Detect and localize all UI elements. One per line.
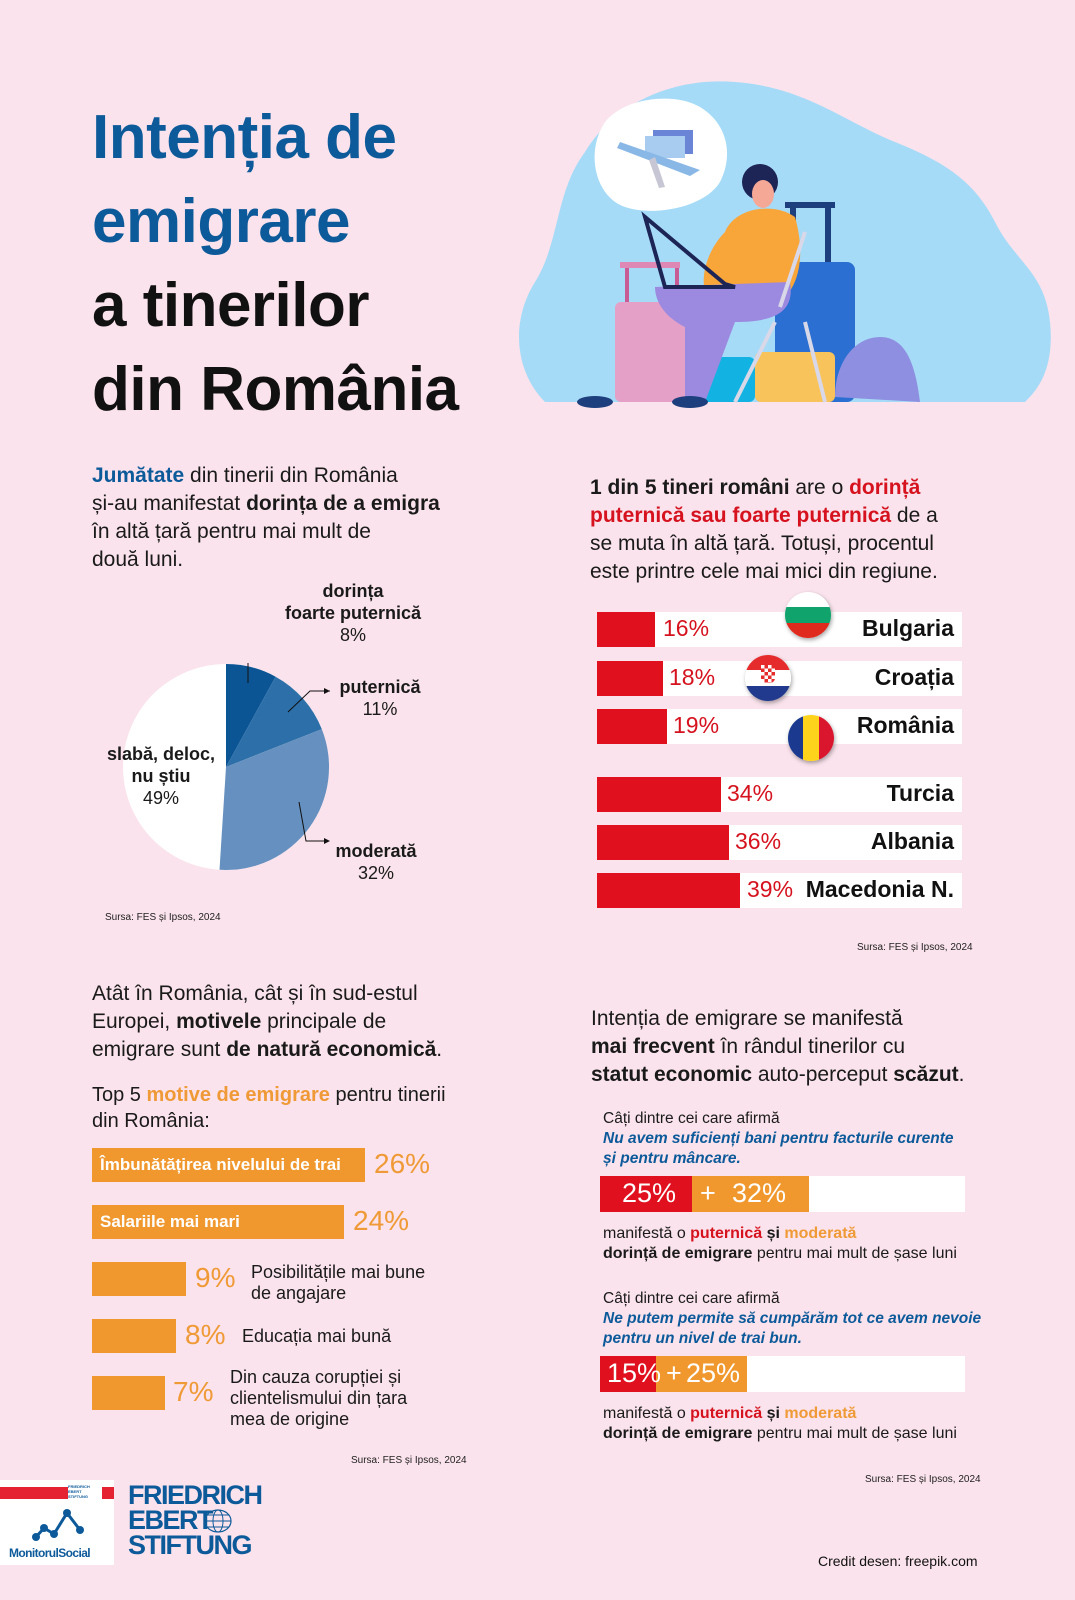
country-row-romania: 19% România — [597, 709, 962, 744]
title-line-4: din România — [92, 355, 459, 424]
bar-fill — [597, 661, 663, 696]
reason-pct-5: 7% — [173, 1376, 214, 1407]
title-line-2: emigrare — [92, 187, 350, 256]
source-note-2: Sursa: FES și Ipsos, 2024 — [857, 942, 973, 953]
reason-label-5: Din cauza corupției și clientelismului d… — [230, 1367, 408, 1429]
group2-stacked-bar: 15% + 25% — [600, 1356, 965, 1392]
source-note-1: Sursa: FES și Ipsos, 2024 — [105, 912, 221, 923]
pie-slice-very-strong — [226, 664, 276, 767]
section1-intro: Jumătate din tinerii din România și-au m… — [92, 464, 440, 571]
country-row-north-macedonia: 39% Macedonia N. — [597, 873, 962, 908]
network-graph-icon — [32, 1509, 84, 1541]
bar-fill — [597, 777, 721, 812]
globe-icon — [204, 1509, 232, 1533]
romania-flag-icon — [788, 715, 834, 761]
group1-question: Câți dintre cei care afirmă Nu avem sufi… — [603, 1110, 954, 1167]
pie-label-moderate: moderată 32% — [335, 841, 417, 883]
section3-intro: Atât în România, cât și în sud-estul Eur… — [92, 982, 443, 1061]
reason-label-3: Posibilitățile mai bune de angajare — [251, 1262, 426, 1303]
pie-slice-moderate — [219, 729, 330, 871]
reasons-subtitle: Top 5 motive de emigrare pentru tinerii … — [92, 1084, 446, 1132]
country-row-bulgaria: 16% Bulgaria — [597, 612, 962, 647]
group2-caption: manifestă o puternică și moderată dorinț… — [603, 1405, 957, 1442]
travel-illustration — [505, 72, 1055, 412]
group1-stacked-bar: 25% + 32% — [600, 1176, 965, 1212]
pie-label-strong: puternică 11% — [339, 677, 421, 719]
reason-pct-1: 26% — [374, 1148, 431, 1179]
illustration-credit: Credit desen: freepik.com — [818, 1553, 978, 1569]
monitorul-social-logo[interactable]: FRIEDRICH EBERT STIFTUNG MonitorulSocial — [0, 1480, 114, 1565]
desire-pie-chart — [122, 638, 330, 871]
bar-fill — [597, 709, 667, 744]
bar-fill — [597, 825, 729, 860]
reason-label-4: Educația mai bună — [242, 1326, 392, 1346]
reason-bar-3 — [92, 1262, 186, 1296]
pie-label-very-strong: dorința foarte puternică 8% — [284, 581, 422, 645]
section4-intro: Intenția de emigrare se manifestă mai fr… — [591, 1007, 965, 1086]
title-line-1: Intenția de — [92, 103, 397, 172]
source-note-4: Sursa: FES și Ipsos, 2024 — [865, 1474, 981, 1485]
reason-bar-5 — [92, 1376, 165, 1410]
pie-label-weak: slabă, deloc, nu știu 49% — [106, 744, 216, 808]
source-note-3: Sursa: FES și Ipsos, 2024 — [351, 1455, 467, 1466]
bulgaria-flag-icon — [785, 592, 831, 638]
pie-slice-strong — [226, 676, 322, 767]
country-row-albania: 36% Albania — [597, 825, 962, 860]
bar-fill — [597, 612, 655, 647]
bar-fill — [597, 873, 740, 908]
page-title: Intenția de emigrare a tinerilor din Rom… — [92, 96, 459, 432]
group1-caption: manifestă o puternică și moderată dorinț… — [603, 1225, 957, 1262]
reason-pct-4: 8% — [185, 1319, 226, 1350]
reason-pct-3: 9% — [195, 1262, 236, 1293]
reason-bar-4 — [92, 1319, 176, 1353]
fes-logo[interactable]: FRIEDRICH EBERT STIFTUNG — [128, 1480, 263, 1560]
title-line-3: a tinerilor — [92, 271, 370, 340]
country-row-turkey: 34% Turcia — [597, 777, 962, 812]
reason-bar-2: Salariile mai mari — [92, 1205, 344, 1239]
reason-bar-1: Îmbunătățirea nivelului de trai — [92, 1148, 365, 1182]
reason-pct-2: 24% — [353, 1205, 410, 1236]
group2-question: Câți dintre cei care afirmă Ne putem per… — [603, 1290, 982, 1347]
section2-intro: 1 din 5 tineri români are o dorință pute… — [590, 476, 938, 583]
croatia-flag-icon — [745, 655, 791, 701]
